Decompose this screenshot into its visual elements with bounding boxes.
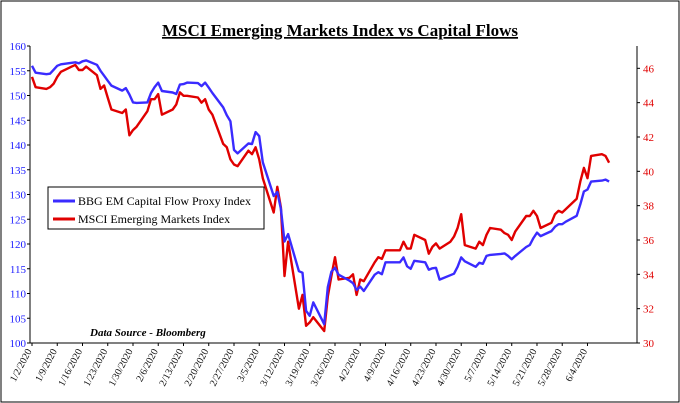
left-tick-label: 100 xyxy=(10,338,27,350)
series-line-capital-flow xyxy=(30,59,610,326)
right-tick-label: 46 xyxy=(643,63,655,75)
left-tick-label: 105 xyxy=(10,313,27,325)
legend-box xyxy=(47,186,265,230)
chart-title: MSCI Emerging Markets Index vs Capital F… xyxy=(162,21,518,40)
left-tick-label: 155 xyxy=(10,66,27,78)
legend-label-msci: MSCI Emerging Markets Index xyxy=(78,212,230,226)
legend-label-capital-flow: BBG EM Capital Flow Proxy Index xyxy=(78,194,251,208)
left-tick-label: 145 xyxy=(10,115,27,127)
right-tick-label: 36 xyxy=(643,235,655,247)
right-tick-label: 42 xyxy=(643,132,654,144)
left-axis-ticks: 100 105 110 115 120 125 130 135 140 145 150 155 160 xyxy=(10,41,30,350)
right-tick-label: 44 xyxy=(643,98,655,110)
right-tick-label: 32 xyxy=(643,304,654,316)
left-tick-label: 125 xyxy=(10,214,27,226)
data-source-note: Data Source - Bloomberg xyxy=(89,327,206,339)
right-tick-label: 34 xyxy=(643,269,655,281)
left-tick-label: 115 xyxy=(10,264,27,276)
legend: BBG EM Capital Flow Proxy Index MSCI Eme… xyxy=(47,186,265,230)
left-tick-label: 120 xyxy=(10,239,27,251)
right-axis-ticks: 30 32 34 36 38 40 42 44 46 xyxy=(637,63,655,350)
left-tick-label: 160 xyxy=(10,41,27,53)
left-tick-label: 110 xyxy=(10,289,27,301)
left-tick-label: 140 xyxy=(10,140,27,152)
right-tick-label: 38 xyxy=(643,201,655,213)
plot-lines xyxy=(30,59,611,333)
left-tick-label: 130 xyxy=(10,190,27,202)
right-tick-label: 40 xyxy=(643,166,655,178)
left-tick-label: 150 xyxy=(10,91,27,103)
left-tick-label: 135 xyxy=(10,165,27,177)
series-line-msci xyxy=(30,63,611,333)
right-tick-label: 30 xyxy=(643,338,655,350)
